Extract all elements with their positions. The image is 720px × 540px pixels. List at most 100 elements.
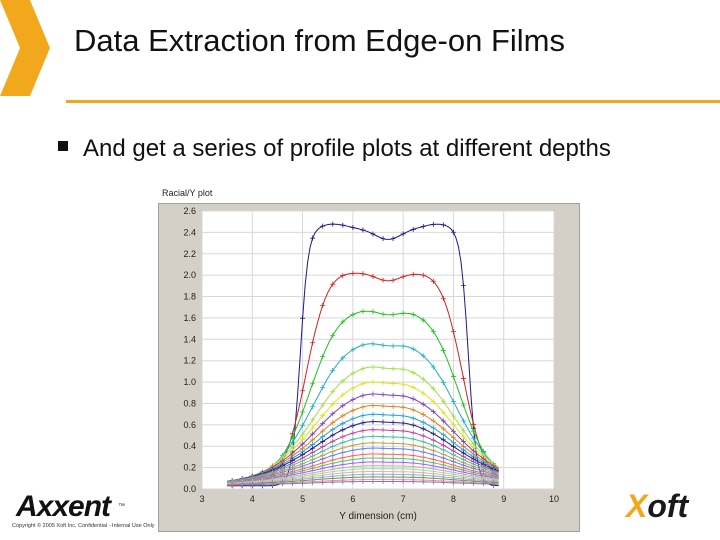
series-point [320,480,326,486]
series-point [360,393,366,399]
series-point [320,428,326,434]
series-point [390,404,396,410]
series-point [340,420,346,426]
series-point [390,427,396,433]
y-tick-label: 2.2 [183,249,196,259]
series-point [410,436,416,442]
series-point [450,229,456,235]
series-point [340,439,346,445]
series-point [350,397,356,403]
series-point [370,478,376,484]
series-point [440,447,446,453]
plot-area [201,210,555,490]
series-point [460,282,466,288]
series-point [460,480,466,486]
series-point [330,420,336,426]
series-point [440,347,446,353]
series-point [350,479,356,485]
series-point [420,272,426,278]
series-point [370,341,376,347]
series-point [290,439,296,445]
series-point [400,441,406,447]
series-point [360,342,366,348]
series-point [330,432,336,438]
series-point [471,428,477,434]
series-point [420,353,426,359]
series-point [400,420,406,426]
series-point [450,428,456,434]
series-point [229,482,235,488]
series-point [259,481,265,487]
y-tick-label: 0.0 [183,484,196,494]
series-point [320,223,326,229]
series-point [350,416,356,422]
series-point [290,434,296,440]
chart-title: Racial/Y plot [162,188,213,198]
x-tick-label: 4 [250,494,255,504]
series-point [370,445,376,451]
axxent-logo: Axxent [16,490,111,523]
series-point [440,442,446,448]
xoft-logo-x: X [626,488,648,524]
series-point [330,332,336,338]
series-point [370,379,376,385]
series-point [410,407,416,413]
series-point [370,231,376,237]
series-point [471,421,477,427]
series-point [350,423,356,429]
series-point [410,422,416,428]
series-point [460,402,466,408]
series-point [350,447,356,453]
series-point [400,428,406,434]
series-point [380,311,386,317]
series-point [340,413,346,419]
series-point [360,428,366,434]
series-point [320,421,326,427]
series-point [340,427,346,433]
bullet-text: And get a series of profile plots at dif… [83,135,611,162]
series-point [380,392,386,398]
series-point [430,431,436,437]
series-point [380,445,386,451]
series-point [450,373,456,379]
series-point [320,402,326,408]
series-point [390,440,396,446]
series-point [370,419,376,425]
series-point [320,434,326,440]
series-point [310,437,316,443]
series-point [460,375,466,381]
series-point [300,431,306,437]
series-point [410,226,416,232]
x-tick-label: 9 [501,494,506,504]
series-point [450,399,456,405]
series-point [330,367,336,373]
series-point [310,340,316,346]
series-point [430,409,436,415]
series-point [430,364,436,370]
series-point [340,434,346,440]
series-point [430,418,436,424]
series-point [320,354,326,360]
series-point [420,412,426,418]
y-tick-label: 1.4 [183,334,196,344]
series-point [310,417,316,423]
series-point [390,277,396,283]
series-point [310,425,316,431]
series-point [420,376,426,382]
series-point [430,425,436,431]
series-point [420,223,426,229]
series-point [360,308,366,314]
x-axis-label: Y dimension (cm) [339,511,417,522]
series-point [310,235,316,241]
series-point [390,366,396,372]
xoft-logo-rest: oft [647,488,689,524]
y-tick-label: 1.6 [183,313,196,323]
y-tick-label: 0.6 [183,420,196,430]
series-point [410,479,416,485]
series-point [300,388,306,394]
series-point [390,446,396,452]
series-point [450,329,456,335]
series-point [440,409,446,415]
series-point [410,415,416,421]
series-point [420,439,426,445]
